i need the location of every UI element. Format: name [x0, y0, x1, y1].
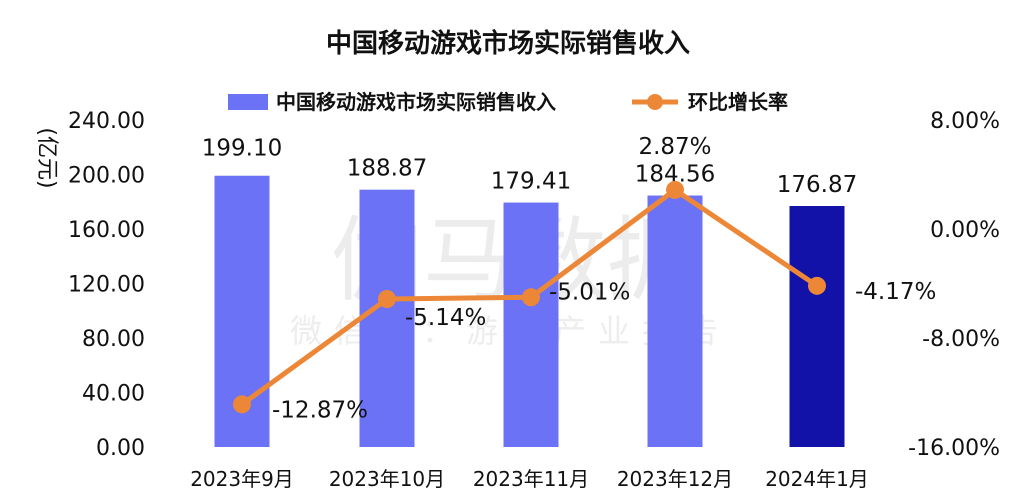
bar [359, 189, 415, 448]
y-left-tick-label: 200.00 [68, 164, 145, 189]
bar [647, 195, 703, 447]
y-right-tick-label: -16.00% [908, 436, 1000, 461]
growth-point [808, 276, 826, 295]
x-tick-label: 2023年9月 [190, 467, 294, 491]
growth-value-label: -4.17% [855, 279, 936, 305]
growth-value-label: -5.14% [405, 305, 486, 331]
legend-bar-swatch [228, 94, 268, 110]
x-tick-label: 2023年10月 [329, 467, 445, 491]
bar-series [214, 175, 845, 448]
x-tick-label: 2024年1月 [765, 467, 869, 491]
line-series [233, 180, 826, 414]
y-left-axis: 0.00 40.00 80.00 120.00 160.00 200.00 240.00 [68, 109, 145, 461]
y-left-tick-label: 40.00 [82, 382, 145, 407]
legend-line-label: 环比增长率 [688, 90, 788, 114]
growth-point [522, 288, 540, 307]
x-axis: 2023年9月 2023年10月 2023年11月 2023年12月 2024年1月 [190, 467, 869, 491]
y-left-tick-label: 160.00 [68, 218, 145, 243]
y-left-unit-label: (亿元) [34, 127, 59, 188]
x-tick-label: 2023年12月 [617, 467, 733, 491]
growth-point [233, 395, 251, 414]
growth-point [378, 290, 396, 309]
bar-value-label: 188.87 [347, 156, 427, 182]
chart-title: 中国移动游戏市场实际销售收入 [326, 28, 690, 59]
bar-value-label: 199.10 [202, 136, 282, 162]
y-right-tick-label: -8.00% [922, 327, 1000, 352]
legend-bar-label: 中国移动游戏市场实际销售收入 [276, 90, 556, 114]
bar-value-label: 176.87 [777, 172, 857, 198]
y-left-tick-label: 240.00 [68, 109, 145, 134]
growth-value-label: 2.87% [638, 134, 711, 160]
bar-value-label: 179.41 [491, 169, 571, 195]
legend-line-marker [647, 94, 663, 110]
growth-point [666, 180, 684, 199]
y-right-tick-label: 0.00% [930, 218, 1000, 243]
x-tick-label: 2023年11月 [473, 467, 589, 491]
y-left-tick-label: 80.00 [82, 327, 145, 352]
legend: 中国移动游戏市场实际销售收入 环比增长率 [228, 90, 788, 114]
y-left-tick-label: 120.00 [68, 273, 145, 298]
bar [789, 206, 845, 447]
growth-value-label: -5.01% [549, 279, 630, 305]
y-right-tick-label: 8.00% [930, 109, 1000, 134]
y-left-tick-label: 0.00 [96, 436, 145, 461]
line-value-labels: -12.87% -5.14% -5.01% 2.87% -4.17% [272, 134, 936, 423]
bar [503, 202, 559, 447]
growth-value-label: -12.87% [272, 397, 368, 423]
y-right-axis: -16.00% -8.00% 0.00% 8.00% [908, 109, 1000, 461]
